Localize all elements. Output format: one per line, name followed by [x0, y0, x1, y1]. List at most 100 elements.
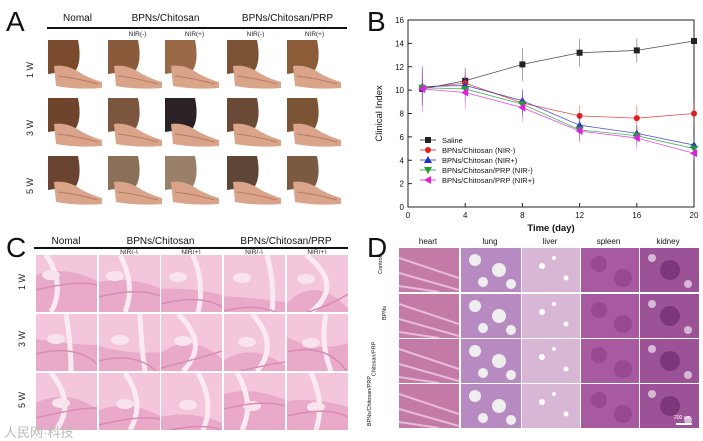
legend-label-3: BPNs/Chitosan (NIR+): [442, 156, 518, 165]
data-point-s5-p5: [632, 134, 640, 143]
panel-c-he-tile-r2-c1: [35, 313, 98, 372]
legend-label-1: Saline: [442, 136, 463, 145]
panel-d-organ-tile-r4-c1: [398, 383, 460, 429]
panel-a-group-bpns-chitosan: BPNs/Chitosan: [131, 13, 200, 24]
series-line-4: [422, 87, 695, 149]
y-tick-label: 8: [400, 110, 405, 119]
panel-a-letter: A: [6, 6, 25, 37]
panel-c-he-tile-r1-c2: [98, 254, 161, 313]
series-line-1: [422, 40, 695, 90]
data-point-s5-p1: [418, 84, 426, 93]
data-point-s1-p6: [691, 38, 697, 45]
data-point-s5-p4: [575, 127, 583, 136]
panel-d-scale-bar: [676, 423, 692, 425]
panel-c-group-nomal: Nomal: [51, 236, 81, 247]
panel-a-paw-photo-r1-c2: [108, 40, 163, 92]
panel-c-he-tile-r2-c2: [98, 313, 161, 372]
data-point-s1-p4: [576, 49, 583, 56]
panel-c-row-5w: 5 W: [17, 391, 28, 409]
x-tick-label: 12: [575, 211, 584, 220]
y-tick-label: 0: [400, 203, 405, 212]
panel-d-col-liver: liver: [542, 237, 558, 246]
panel-d-organ-tile-r1-c3: [521, 247, 583, 293]
y-tick-label: 12: [395, 63, 404, 72]
panel-a-paw-photo-r3-c2: [108, 156, 163, 208]
x-tick-label: 0: [406, 211, 411, 220]
panel-d-row-chitosan-prp: Chitosan/PRP: [371, 341, 378, 377]
panel-a-paw-photo-r2-c3: [165, 98, 220, 150]
panel-c-he-tile-r2-c3: [160, 313, 223, 372]
y-tick-label: 6: [400, 133, 405, 142]
panel-a-paw-photo-r3-c5: [287, 156, 342, 208]
data-point-s2-p6: [691, 110, 697, 117]
series-line-2: [422, 82, 695, 119]
panel-c-letter: C: [6, 232, 27, 263]
panel-c-he-tile-r3-c1: [35, 372, 98, 431]
panel-c-he-tile-r2-c4: [223, 313, 286, 372]
panel-c-he-tile-r1-c1: [35, 254, 98, 313]
panel-d-col-heart: heart: [418, 237, 438, 246]
panel-c-sub-3: NIR(-): [245, 249, 263, 256]
panel-d-organ-tile-r3-c2: [460, 338, 522, 384]
panel-a-row-5w: 5 W: [25, 177, 36, 195]
panel-a-paw-photo-r2-c1: [48, 98, 103, 150]
y-tick-label: 16: [395, 16, 404, 25]
panel-a-sub-3: NIR(-): [246, 31, 265, 38]
panel-d-organ-tile-r3-c1: [398, 338, 460, 384]
y-tick-label: 2: [400, 180, 405, 189]
panel-a-paw-photo-r2-c5: [287, 98, 342, 150]
y-tick-label: 10: [395, 86, 404, 95]
data-point-s2-p5: [633, 115, 640, 122]
legend-label-2: BPNs/Chitosan (NIR-): [442, 146, 516, 155]
panel-d-row-control: Control: [377, 256, 384, 274]
watermark: 人民网·科技: [4, 425, 74, 440]
legend-marker-4: [424, 167, 432, 174]
panel-c-he-tile-r3-c5: [286, 372, 349, 431]
panel-d-organ-tile-r2-c5: [639, 293, 700, 339]
panel-d-organ-tile-r3-c3: [521, 338, 583, 384]
panel-c-group-bpns-chitosan-prp: BPNs/Chitosan/PRP: [240, 236, 332, 247]
panel-c-row-3w: 3 W: [17, 330, 28, 348]
panel-a-paw-photo-r3-c4: [227, 156, 282, 208]
series-line-3: [422, 85, 695, 146]
panel-c-he-tile-r1-c5: [286, 254, 349, 313]
panel-a-group-bpns-chitosan-prp: BPNs/Chitosan/PRP: [241, 13, 334, 24]
panel-d-col-lung: lung: [482, 237, 498, 246]
legend-label-5: BPNs/Chitosan/PRP (NIR+): [442, 176, 535, 185]
panel-b-letter: B: [367, 6, 386, 37]
panel-a-row-1w: 1 W: [25, 61, 36, 79]
panel-c-sub-4: NIR(+): [307, 249, 327, 256]
clinical-index-chart: 0 4 8 12 16 20 0 2 4 6 8 10 12 14 16 Time (day) Clinical…: [374, 16, 699, 233]
legend-label-4: BPNs/Chitosan/PRP (NIR-): [442, 166, 533, 175]
panel-c-sub-2: NIR(+): [181, 249, 201, 256]
panel-d-col-spleen: spleen: [596, 237, 621, 246]
panel-c-group-bpns-chitosan: BPNs/Chitosan: [126, 236, 195, 247]
panel-a-paw-photo-r3-c1: [48, 156, 103, 208]
panel-a-paw-photo-r2-c2: [108, 98, 163, 150]
panel-d-organ-tile-r3-c4: [580, 338, 642, 384]
panel-c-he-tile-r1-c3: [160, 254, 223, 313]
panel-d-organ-tile-r2-c3: [521, 293, 583, 339]
panel-a-paw-photo-r1-c1: [48, 40, 103, 92]
panel-c-header-line: [34, 247, 348, 249]
panel-c-he-tile-r2-c5: [286, 313, 349, 372]
panel-d-organ-tile-r4-c4: [580, 383, 642, 429]
panel-a-paw-photo-r1-c4: [227, 40, 282, 92]
legend-marker-2: [425, 147, 431, 153]
panel-d-row-bpns: BPNs: [382, 305, 389, 321]
panel-c-he-tile-r3-c4: [223, 372, 286, 431]
panel-d-col-kidney: kidney: [656, 237, 680, 246]
panel-d-organ-tile-r4-c3: [521, 383, 583, 429]
panel-d-organ-tile-r2-c2: [460, 293, 522, 339]
panel-a-paw-photo-r1-c5: [287, 40, 342, 92]
data-point-s1-p5: [633, 47, 640, 54]
panel-d-scale-label: 200 um: [674, 415, 691, 421]
panel-a-paw-photo-r2-c4: [227, 98, 282, 150]
legend-marker-5: [424, 176, 431, 184]
panel-a-paw-photo-r3-c3: [165, 156, 220, 208]
panel-d-row-bpns-chitosan-prp: BPNs/Chitosan/PRP: [367, 375, 374, 427]
series-line-5: [422, 88, 695, 154]
x-tick-label: 8: [520, 211, 525, 220]
panel-d-organ-tile-r1-c4: [580, 247, 642, 293]
y-tick-label: 14: [395, 39, 404, 48]
